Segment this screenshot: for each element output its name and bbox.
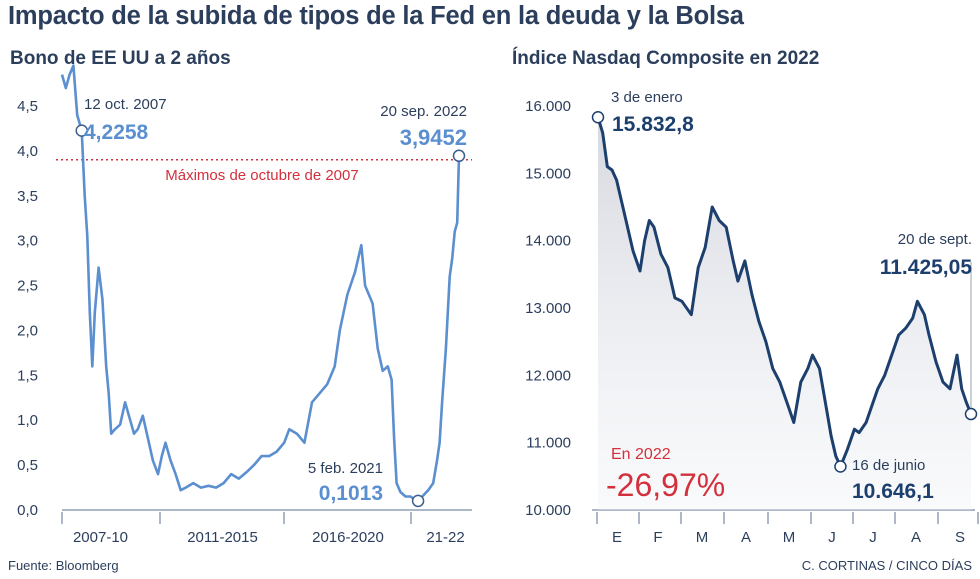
nasdaq-x-tick-label: M [696, 529, 709, 546]
nasdaq-y-tick-label: 13.000 [525, 300, 571, 317]
nasdaq-x-tick-label: A [911, 529, 921, 546]
nasdaq-point-marker [591, 111, 605, 124]
source-note: Fuente: Bloomberg [8, 558, 119, 573]
bond-x-tick-label: 2007-10 [73, 529, 128, 546]
bond-annotation-value: 0,1013 [319, 482, 383, 505]
bond-annotation-date: 20 sep. 2022 [380, 103, 467, 120]
bond-y-tick-label: 3,0 [17, 233, 38, 250]
nasdaq-y-tick-label: 15.000 [525, 165, 571, 182]
nasdaq-y-tick-label: 10.000 [525, 502, 571, 519]
nasdaq-area-fill [598, 117, 971, 511]
bond-y-tick-label: 4,0 [17, 143, 38, 160]
nasdaq-x-tick-label: E [612, 529, 622, 546]
nasdaq-x-tick-label: S [955, 529, 965, 546]
bond-x-tick-label: 2011-2015 [187, 529, 258, 546]
bond-y-tick-label: 2,5 [17, 278, 38, 295]
nasdaq-chart-title: Índice Nasdaq Composite en 2022 [512, 48, 820, 69]
bond-annotation-value: 3,9452 [400, 125, 467, 150]
nasdaq-change-label: En 2022 [611, 446, 671, 463]
bond-x-tick-label: 2016-2020 [312, 529, 384, 546]
nasdaq-y-tick-label: 16.000 [525, 98, 571, 115]
bond-y-tick-label: 2,0 [17, 322, 38, 339]
bond-y-tick-label: 0,5 [17, 457, 38, 474]
nasdaq-annotation-date: 16 de junio [852, 457, 925, 474]
nasdaq-annotation-date: 20 de sept. [898, 231, 972, 248]
bond-y-tick-label: 1,0 [17, 412, 38, 429]
nasdaq-change-value: -26,97% [606, 467, 725, 503]
bond-annotation-date: 5 feb. 2021 [308, 460, 383, 477]
nasdaq-y-tick-label: 14.000 [525, 233, 571, 250]
bond-y-tick-label: 0,0 [17, 502, 38, 519]
main-title: Impacto de la subida de tipos de la Fed … [8, 2, 744, 30]
nasdaq-annotation-value: 10.646,1 [852, 480, 934, 503]
bond-annotation-value: 4,2258 [84, 121, 149, 144]
nasdaq-annotation-value: 15.832,8 [612, 113, 694, 136]
nasdaq-x-tick-label: J [828, 529, 836, 546]
nasdaq-x-tick-label: M [783, 529, 796, 546]
bond-annotation-date: 12 oct. 2007 [84, 96, 167, 113]
nasdaq-annotation-date: 3 de enero [611, 89, 683, 106]
bond-y-tick-label: 4,5 [17, 98, 38, 115]
bond-point-marker [452, 149, 466, 163]
nasdaq-x-tick-label: J [869, 529, 877, 546]
bond-y-tick-label: 1,5 [17, 367, 38, 384]
bond-reference-label: Máximos de octubre de 2007 [165, 167, 358, 184]
credit-note: C. CORTINAS / CINCO DÍAS [801, 558, 972, 573]
nasdaq-point-marker [964, 407, 978, 421]
nasdaq-annotation-value: 11.425,05 [880, 256, 973, 279]
bond-chart-title: Bono de EE UU a 2 años [10, 48, 231, 69]
bond-y-tick-label: 3,5 [17, 188, 38, 205]
nasdaq-y-tick-label: 11.000 [526, 435, 571, 452]
bond-point-marker [411, 494, 425, 508]
nasdaq-series-line [596, 116, 973, 468]
nasdaq-x-tick-label: F [653, 529, 662, 546]
bond-x-tick-label: 21-22 [426, 529, 464, 546]
nasdaq-chart: 16.000 15.000 14.000 13.000 12.000 11.000 10.0… [525, 89, 979, 546]
nasdaq-y-tick-label: 12.000 [525, 367, 571, 384]
bond-chart: 4,5 4,0 3,5 3,0 2,5 2,0 1,5 1,0 0,5 0,0 2007-10 201… [17, 64, 472, 546]
bond-point-marker [75, 124, 88, 137]
nasdaq-x-tick-label: A [741, 529, 751, 546]
nasdaq-point-marker [834, 460, 847, 473]
